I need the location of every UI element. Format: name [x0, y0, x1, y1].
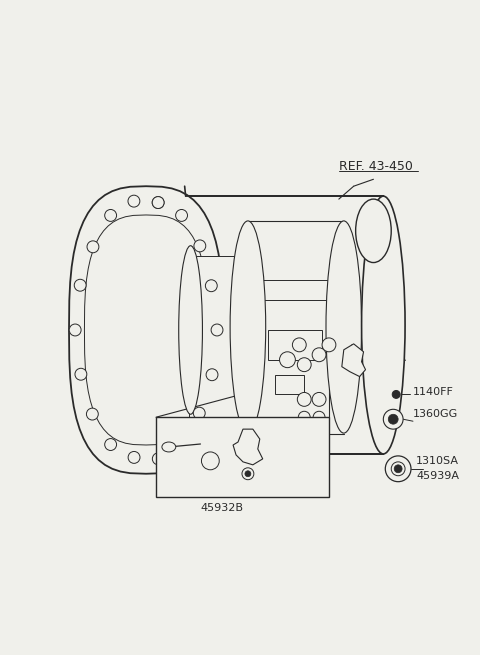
Ellipse shape — [205, 280, 217, 291]
Polygon shape — [189, 255, 243, 419]
Ellipse shape — [298, 411, 310, 423]
Ellipse shape — [152, 196, 164, 208]
Ellipse shape — [87, 241, 99, 253]
Ellipse shape — [74, 279, 86, 291]
Ellipse shape — [312, 348, 326, 362]
Polygon shape — [186, 196, 384, 454]
Ellipse shape — [312, 392, 326, 406]
Text: 45849: 45849 — [195, 454, 226, 464]
Ellipse shape — [105, 439, 117, 451]
Ellipse shape — [75, 368, 87, 380]
Bar — [275, 375, 304, 394]
Ellipse shape — [202, 452, 219, 470]
Text: 45939A: 45939A — [416, 471, 459, 481]
Ellipse shape — [297, 392, 311, 406]
Ellipse shape — [176, 210, 188, 221]
Ellipse shape — [69, 324, 81, 336]
Polygon shape — [69, 186, 223, 474]
Ellipse shape — [206, 369, 218, 381]
Text: 1140FF: 1140FF — [413, 388, 454, 398]
Ellipse shape — [242, 468, 254, 479]
Ellipse shape — [391, 462, 405, 476]
Polygon shape — [342, 344, 366, 377]
Ellipse shape — [384, 409, 403, 429]
Ellipse shape — [361, 196, 405, 454]
Ellipse shape — [392, 390, 400, 398]
Ellipse shape — [326, 221, 361, 433]
Ellipse shape — [385, 456, 411, 481]
Text: 1360GG: 1360GG — [413, 409, 458, 419]
Ellipse shape — [211, 324, 223, 336]
Ellipse shape — [179, 246, 203, 414]
Polygon shape — [84, 215, 208, 445]
Ellipse shape — [194, 240, 206, 252]
Ellipse shape — [279, 352, 295, 367]
Ellipse shape — [176, 439, 188, 451]
Ellipse shape — [128, 195, 140, 207]
Text: 45954B: 45954B — [159, 429, 197, 439]
Ellipse shape — [297, 358, 311, 371]
Ellipse shape — [356, 199, 391, 263]
Text: REF. 43-450: REF. 43-450 — [339, 160, 413, 173]
Ellipse shape — [86, 408, 98, 420]
Ellipse shape — [105, 210, 117, 221]
Text: 1339GA: 1339GA — [258, 432, 297, 442]
Ellipse shape — [322, 338, 336, 352]
Polygon shape — [233, 429, 263, 465]
Ellipse shape — [128, 451, 140, 463]
Ellipse shape — [292, 338, 306, 352]
Ellipse shape — [394, 465, 402, 473]
Text: 45932B: 45932B — [201, 504, 243, 514]
Ellipse shape — [162, 442, 176, 452]
Text: 45963: 45963 — [235, 474, 266, 483]
Ellipse shape — [230, 221, 266, 433]
Text: 1310SA: 1310SA — [416, 456, 459, 466]
Ellipse shape — [388, 414, 398, 424]
Ellipse shape — [193, 407, 205, 419]
Bar — [156, 417, 329, 496]
Bar — [268, 330, 322, 360]
Ellipse shape — [245, 471, 251, 477]
Ellipse shape — [152, 453, 164, 465]
Ellipse shape — [313, 411, 325, 423]
Text: 45957A: 45957A — [363, 353, 407, 363]
Ellipse shape — [152, 196, 164, 208]
